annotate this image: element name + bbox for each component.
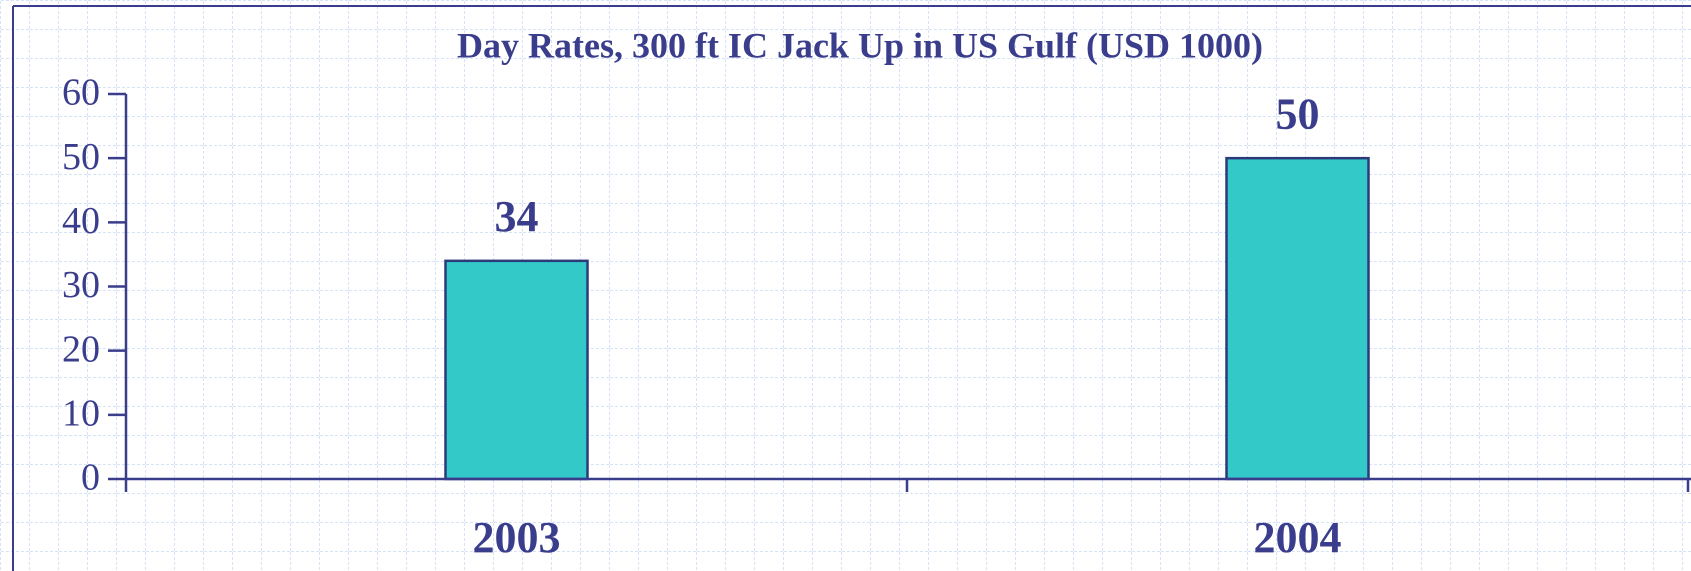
y-tick-label: 0 bbox=[81, 457, 100, 499]
x-tick-label: 2003 bbox=[473, 513, 561, 562]
y-tick-label: 10 bbox=[62, 393, 100, 435]
y-tick-label: 60 bbox=[62, 72, 100, 114]
y-tick-label: 50 bbox=[62, 136, 100, 178]
bar bbox=[1225, 156, 1370, 481]
chart-title: Day Rates, 300 ft IC Jack Up in US Gulf … bbox=[457, 25, 1263, 65]
y-tick-label: 30 bbox=[62, 264, 100, 306]
bar bbox=[444, 259, 589, 481]
y-tick-label: 20 bbox=[62, 328, 100, 370]
data-label: 34 bbox=[495, 192, 539, 241]
data-label: 50 bbox=[1276, 89, 1320, 138]
y-tick-label: 40 bbox=[62, 200, 100, 242]
x-tick-label: 2004 bbox=[1254, 513, 1342, 562]
